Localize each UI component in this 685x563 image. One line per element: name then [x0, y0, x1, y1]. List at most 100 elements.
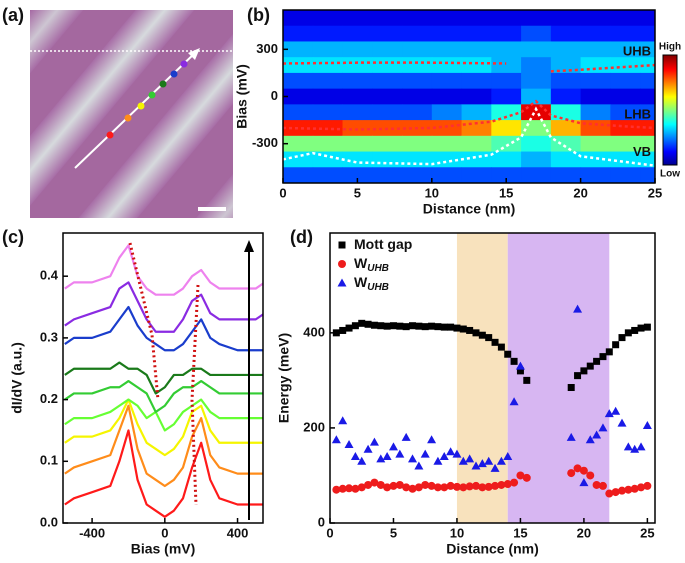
point [364, 480, 373, 489]
point [510, 478, 519, 487]
heatmap-cell [342, 151, 373, 168]
heatmap-cell [372, 104, 403, 121]
spectrum [64, 281, 263, 333]
heatmap-cell [580, 88, 611, 105]
heatmap-cell [431, 120, 463, 137]
point [516, 367, 524, 375]
heatmap-cell [372, 151, 403, 168]
heatmap-cell [640, 167, 655, 183]
heatmap-cell [312, 72, 344, 90]
point [599, 353, 607, 361]
heatmap-cell [402, 151, 433, 168]
heatmap-cell [461, 135, 492, 153]
legend-subscript: UHB [367, 263, 389, 274]
y-tick-label: 300 [256, 41, 278, 56]
point [427, 481, 436, 490]
point [642, 421, 652, 430]
point [637, 324, 645, 332]
heatmap-cell [491, 151, 522, 168]
point [439, 451, 449, 460]
point [637, 483, 646, 492]
x-tick-label: -400 [79, 525, 105, 540]
y-tick-label: 0.0 [40, 514, 58, 529]
point [434, 323, 442, 331]
heatmap-cell [491, 120, 522, 137]
plot-area [64, 242, 263, 518]
heatmap-cell [550, 57, 582, 74]
point [440, 323, 448, 331]
heatmap-cell [640, 72, 655, 90]
point [453, 324, 461, 332]
heatmap-cell [461, 88, 492, 105]
heatmap-cell [640, 25, 655, 42]
y-tick-label: 0.3 [40, 329, 58, 344]
heatmap-cell [372, 88, 403, 105]
point [592, 480, 601, 489]
point [459, 483, 468, 492]
heatmap-cell [402, 167, 433, 183]
heatmap-cell [283, 25, 314, 42]
x-tick-label: 25 [640, 525, 654, 540]
heatmap-cell [550, 25, 582, 42]
heatmap-cell [372, 10, 403, 27]
point [433, 483, 442, 492]
band-line [283, 99, 655, 131]
heatmap-cell [342, 25, 373, 42]
heatmap-cell [521, 104, 552, 121]
heatmap-cell [431, 10, 463, 27]
heatmap-cell [372, 57, 403, 74]
heatmap-cell [431, 104, 463, 121]
legend-marker [338, 241, 346, 249]
heatmap-cell [342, 41, 373, 58]
heatmap-cell [521, 167, 552, 183]
heatmap-cell [312, 41, 344, 58]
point [598, 481, 607, 490]
heatmap-cell [580, 104, 611, 121]
point [611, 406, 621, 415]
y-tick-label: 0 [318, 514, 325, 529]
heatmap-cell [491, 72, 522, 90]
point [345, 324, 353, 332]
heatmap-cell [342, 120, 373, 137]
point [567, 469, 576, 478]
heatmap-cell [431, 25, 463, 42]
heatmap-cell [283, 72, 314, 90]
heatmap-cell [461, 41, 492, 58]
point [376, 454, 386, 463]
shaded-region [456, 233, 508, 523]
heatmap-cell [461, 57, 492, 74]
heatmap-cell [610, 10, 641, 27]
y-tick-label: 200 [303, 419, 325, 434]
heatmap-cell [283, 104, 314, 121]
point [408, 484, 417, 493]
panel-label: (d) [290, 227, 313, 247]
heatmap-cell [372, 41, 403, 58]
heatmap-cell [610, 72, 641, 90]
x-tick-label: 5 [354, 185, 361, 200]
x-tick-label: 0 [326, 525, 333, 540]
heatmap-cell [521, 57, 552, 74]
point [409, 322, 417, 330]
point [515, 361, 525, 370]
x-tick-label: 15 [513, 525, 527, 540]
x-tick-label: 10 [450, 525, 464, 540]
heatmap-cell [402, 88, 433, 105]
point [446, 447, 456, 456]
heatmap-cell [610, 88, 641, 105]
heatmap-cell [283, 41, 314, 58]
legend-name: W [354, 255, 368, 271]
point [497, 343, 505, 351]
heatmap-cell [402, 25, 433, 42]
heatmap-cell [491, 135, 522, 153]
point [357, 483, 366, 492]
point [338, 484, 347, 493]
colorbar-low: Low [660, 169, 680, 180]
legend-marker [338, 260, 346, 268]
y-axis-label: Bias (mV) [234, 64, 250, 129]
point [472, 329, 480, 337]
heatmap-cell [342, 57, 373, 74]
point [338, 416, 348, 425]
point [370, 321, 378, 329]
heatmap-cell [402, 72, 433, 90]
heatmap-cell [402, 10, 433, 27]
